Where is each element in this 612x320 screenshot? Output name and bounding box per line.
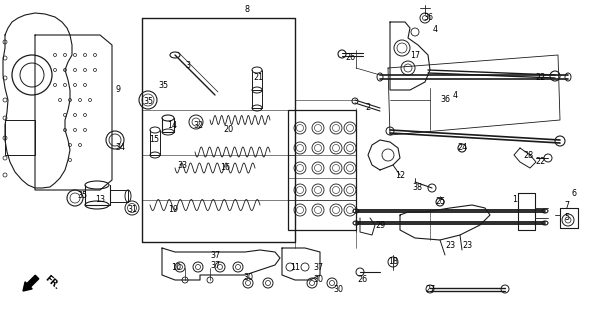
- Text: 4: 4: [452, 91, 458, 100]
- Text: 6: 6: [572, 188, 577, 197]
- Text: 11: 11: [290, 263, 300, 273]
- Text: 30: 30: [313, 276, 323, 284]
- Text: 9: 9: [116, 85, 121, 94]
- Text: 31: 31: [127, 205, 137, 214]
- Text: 22: 22: [535, 74, 545, 83]
- Text: 3: 3: [185, 60, 190, 69]
- Text: 37: 37: [313, 263, 323, 273]
- Text: 23: 23: [445, 241, 455, 250]
- Text: 25: 25: [435, 197, 445, 206]
- Text: 17: 17: [410, 51, 420, 60]
- Text: 24: 24: [457, 143, 467, 153]
- Text: 35: 35: [143, 98, 153, 107]
- Text: 27: 27: [425, 285, 435, 294]
- Text: 5: 5: [564, 213, 570, 222]
- FancyArrow shape: [23, 275, 39, 291]
- Text: 21: 21: [253, 74, 263, 83]
- Text: 18: 18: [388, 258, 398, 267]
- Text: 26: 26: [345, 53, 355, 62]
- Text: 15: 15: [149, 135, 159, 145]
- Text: 13: 13: [95, 196, 105, 204]
- Text: 30: 30: [333, 285, 343, 294]
- Bar: [288, 110, 356, 230]
- Text: 34: 34: [115, 143, 125, 153]
- Text: 37: 37: [210, 260, 220, 269]
- Text: 7: 7: [564, 201, 570, 210]
- Text: 33: 33: [177, 161, 187, 170]
- Text: 23: 23: [462, 241, 472, 250]
- Text: 36: 36: [423, 13, 433, 22]
- Text: 22: 22: [535, 157, 545, 166]
- Text: 38: 38: [412, 183, 422, 193]
- Text: 29: 29: [375, 220, 385, 229]
- Text: 14: 14: [167, 121, 177, 130]
- Text: 4: 4: [433, 26, 438, 35]
- Text: 8: 8: [245, 5, 250, 14]
- Text: 19: 19: [168, 205, 178, 214]
- Text: 35: 35: [158, 81, 168, 90]
- Text: 26: 26: [357, 276, 367, 284]
- Text: 2: 2: [365, 103, 370, 113]
- Text: 12: 12: [395, 171, 405, 180]
- Text: 28: 28: [523, 150, 533, 159]
- Text: 1: 1: [512, 196, 518, 204]
- Text: 37: 37: [210, 251, 220, 260]
- Text: 32: 32: [193, 121, 203, 130]
- Text: 30: 30: [243, 274, 253, 283]
- Text: 10: 10: [171, 263, 181, 273]
- Text: 16: 16: [220, 164, 230, 172]
- Bar: [5, 120, 35, 155]
- Text: FR.: FR.: [43, 274, 61, 292]
- Text: 36: 36: [440, 95, 450, 105]
- Text: 20: 20: [223, 125, 233, 134]
- Text: 35: 35: [77, 190, 87, 199]
